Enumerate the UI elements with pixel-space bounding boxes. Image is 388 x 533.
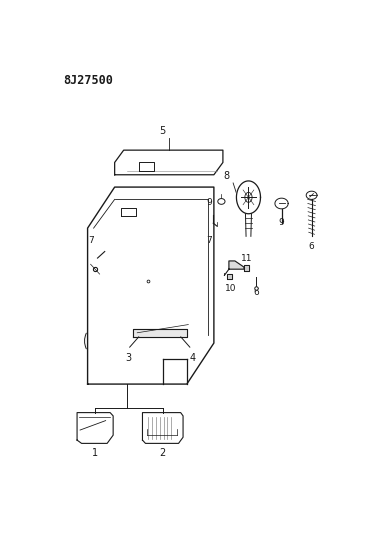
Text: 11: 11 <box>241 254 253 263</box>
Text: 3: 3 <box>125 353 131 364</box>
Text: 9: 9 <box>279 218 284 227</box>
Text: 7: 7 <box>88 236 94 245</box>
Polygon shape <box>88 187 214 384</box>
Polygon shape <box>227 274 232 279</box>
Text: 5: 5 <box>159 126 166 136</box>
Text: 6: 6 <box>309 241 315 251</box>
Polygon shape <box>133 329 187 337</box>
Text: 6: 6 <box>253 288 259 297</box>
Polygon shape <box>275 198 288 209</box>
Polygon shape <box>142 413 183 443</box>
Text: 4: 4 <box>190 353 196 364</box>
Polygon shape <box>236 181 260 214</box>
Polygon shape <box>306 191 317 199</box>
Text: 8J27500: 8J27500 <box>64 74 113 87</box>
Text: 10: 10 <box>225 284 236 293</box>
Polygon shape <box>229 261 244 269</box>
Ellipse shape <box>218 199 225 204</box>
Text: 2: 2 <box>159 448 166 458</box>
Text: 9: 9 <box>207 198 212 207</box>
Text: 1: 1 <box>92 448 98 458</box>
Polygon shape <box>115 150 223 175</box>
Text: 8: 8 <box>223 171 230 181</box>
Text: 7: 7 <box>207 236 212 245</box>
Polygon shape <box>244 265 249 271</box>
Polygon shape <box>246 214 251 236</box>
Polygon shape <box>77 413 113 443</box>
